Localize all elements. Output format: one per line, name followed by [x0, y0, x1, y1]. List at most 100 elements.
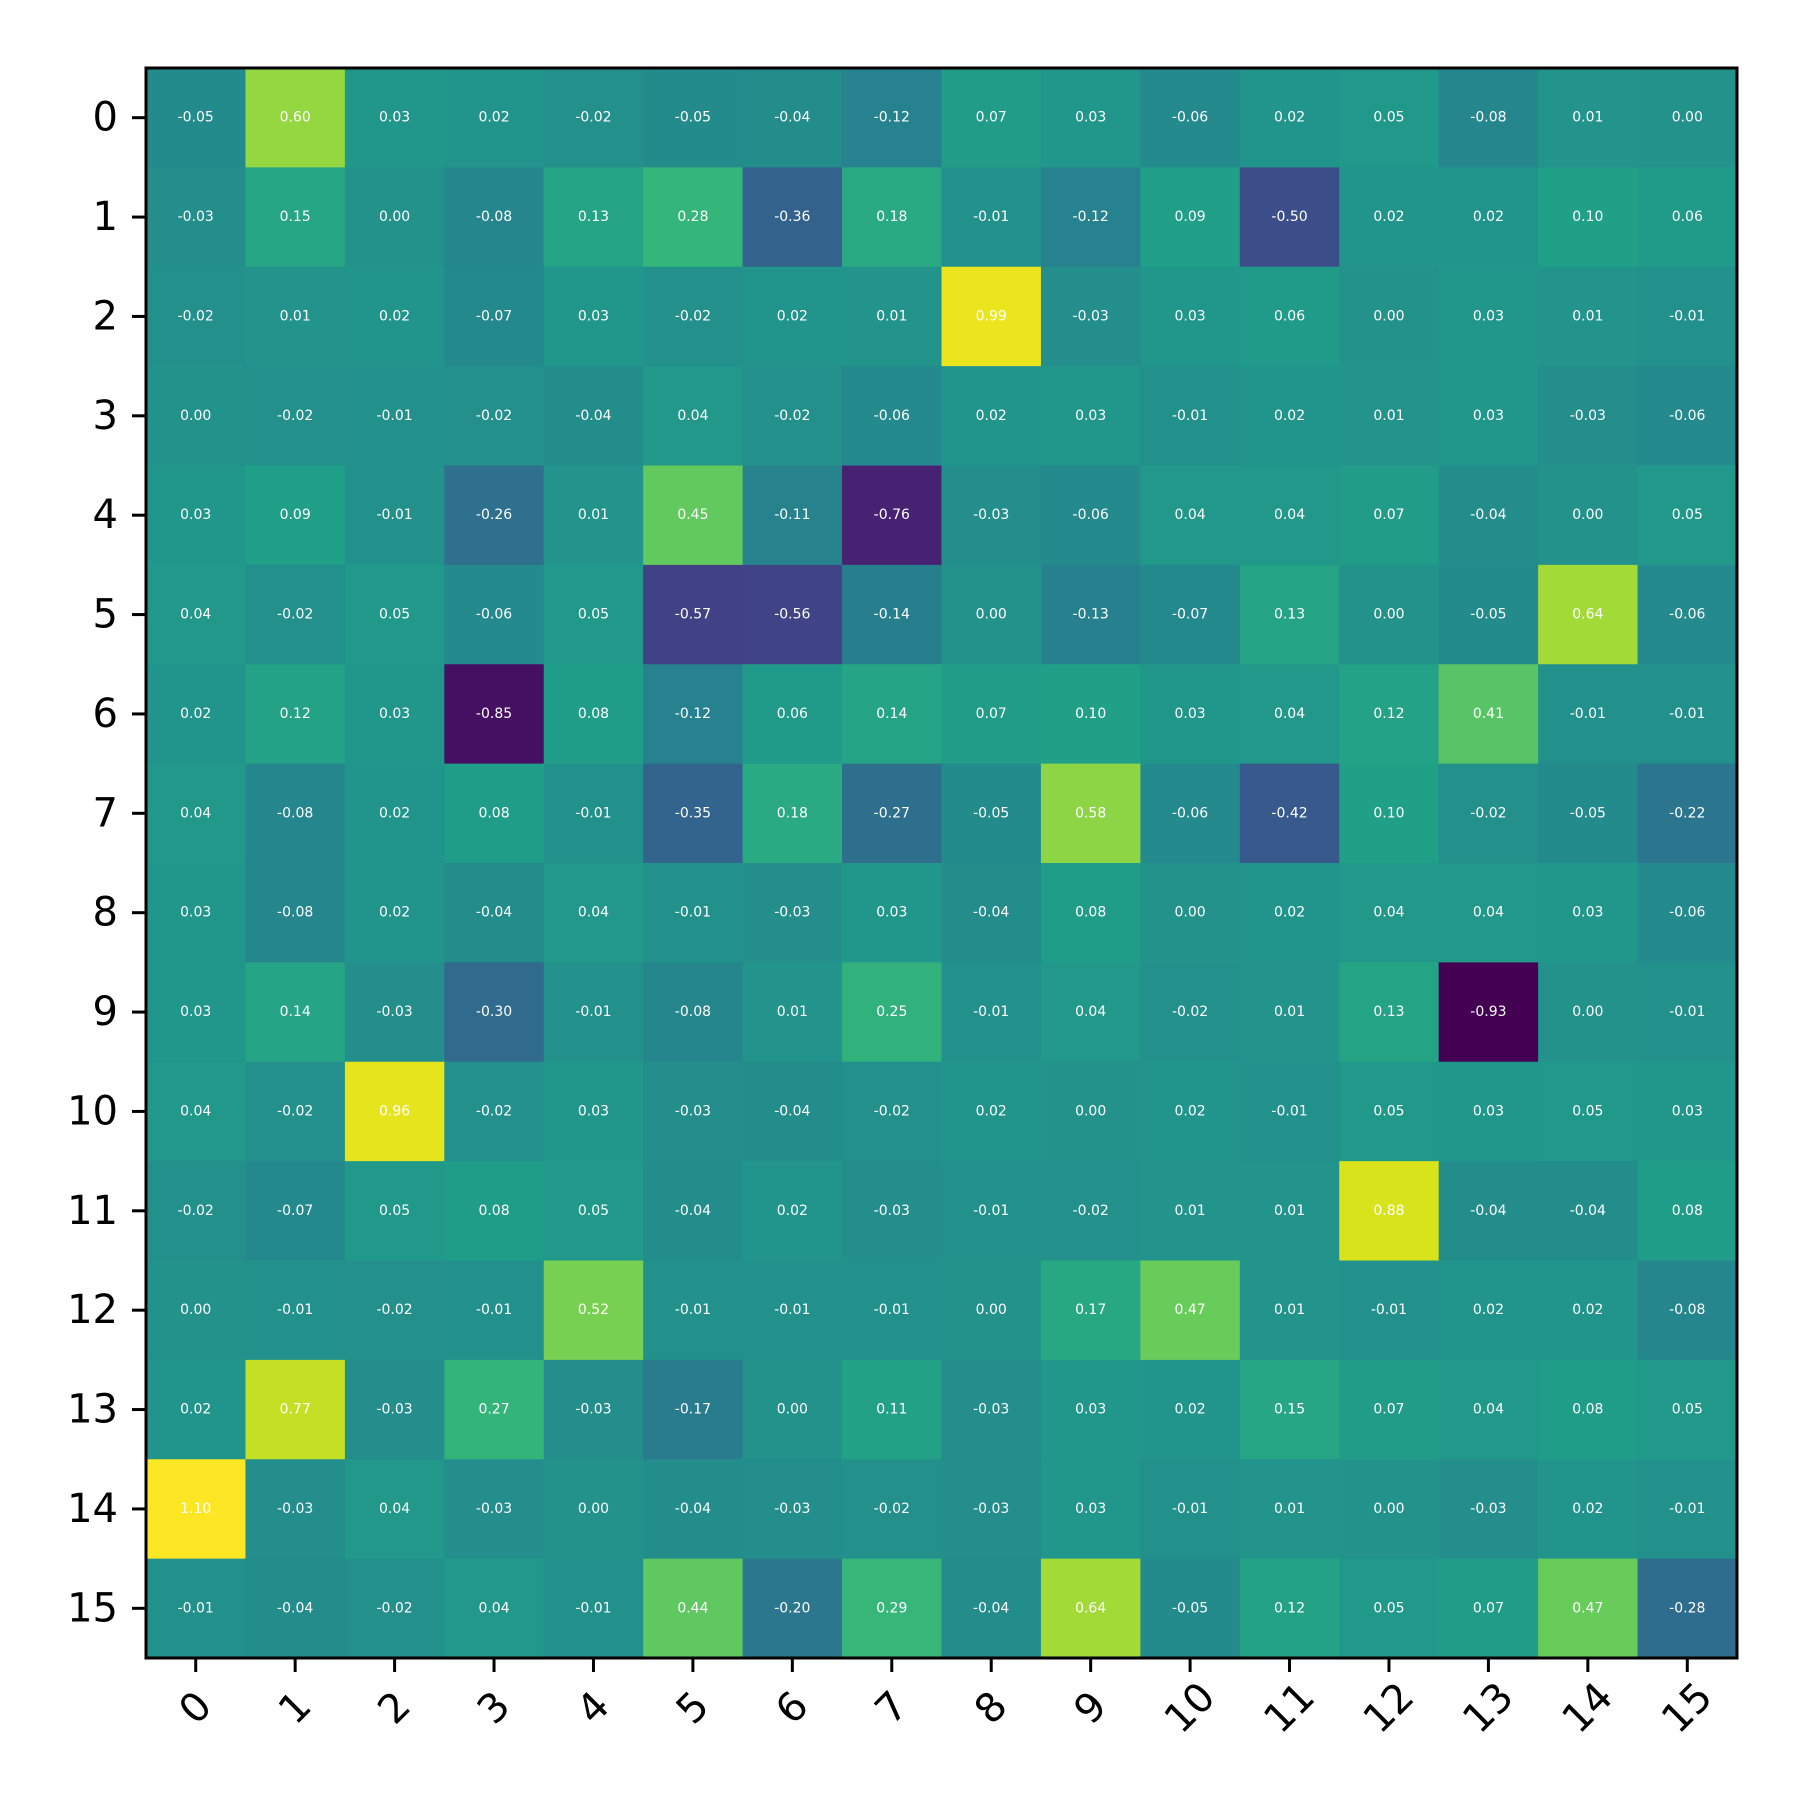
heatmap-cell-r0-c9	[1040, 68, 1141, 168]
heatmap-cell-r7-c7	[842, 763, 943, 864]
heatmap-cell-r14-c10	[1140, 1459, 1241, 1560]
heatmap-cell-r13-c0	[146, 1359, 247, 1460]
heatmap-cell-r9-c15	[1637, 962, 1738, 1063]
heatmap-cell-r12-c12	[1339, 1260, 1440, 1361]
heatmap-cell-r14-c7	[842, 1459, 943, 1560]
x-tick-label-4: 4	[568, 1683, 619, 1734]
heatmap-cell-r10-c5	[643, 1061, 744, 1162]
cell-value-label-r0-c14: 0.01	[1572, 110, 1603, 126]
cell-value-label-r13-c8: -0.03	[973, 1402, 1009, 1418]
x-tick-label-7: 7	[867, 1683, 918, 1734]
heatmap-cell-r9-c7	[842, 962, 943, 1063]
heatmap-cell-r14-c6	[742, 1459, 843, 1560]
heatmap-cell-r13-c12	[1339, 1359, 1440, 1460]
cell-value-label-r1-c15: 0.06	[1672, 209, 1703, 225]
cell-value-label-r7-c15: -0.22	[1669, 805, 1705, 821]
heatmap-cell-r14-c0	[146, 1459, 247, 1560]
heatmap-cell-r1-c14	[1538, 167, 1639, 268]
cell-value-label-r3-c8: 0.02	[976, 408, 1007, 424]
cell-value-label-r15-c13: 0.07	[1473, 1600, 1504, 1616]
heatmap-cell-r6-c9	[1040, 664, 1141, 765]
cell-value-label-r14-c15: -0.01	[1669, 1501, 1705, 1517]
cell-value-label-r6-c3: -0.85	[476, 706, 512, 722]
cell-value-label-r13-c1: 0.77	[280, 1402, 311, 1418]
cell-value-label-r0-c15: 0.00	[1672, 110, 1703, 126]
heatmap-cell-r1-c4	[543, 167, 644, 268]
cell-value-label-r4-c3: -0.26	[476, 507, 512, 523]
cell-value-label-r1-c9: -0.12	[1073, 209, 1109, 225]
heatmap-cell-r13-c3	[444, 1359, 545, 1460]
heatmap-cell-r5-c15	[1637, 564, 1738, 665]
heatmap-cell-r11-c15	[1637, 1161, 1738, 1262]
heatmap-cell-r13-c4	[543, 1359, 644, 1460]
cell-value-label-r8-c3: -0.04	[476, 905, 512, 921]
cell-value-label-r12-c2: -0.02	[376, 1302, 412, 1318]
cell-value-label-r6-c14: -0.01	[1570, 706, 1606, 722]
heatmap-cell-r13-c9	[1040, 1359, 1141, 1460]
cell-value-label-r11-c1: -0.07	[277, 1203, 313, 1219]
heatmap-cell-r5-c13	[1438, 564, 1539, 665]
heatmap-cell-r3-c1	[245, 366, 346, 467]
cell-value-label-r11-c7: -0.03	[874, 1203, 910, 1219]
heatmap-cell-r1-c2	[344, 167, 445, 268]
heatmap-cell-r5-c5	[643, 564, 744, 665]
cell-value-label-r6-c9: 0.10	[1075, 706, 1106, 722]
heatmap-cell-r4-c1	[245, 465, 346, 566]
cell-value-label-r5-c5: -0.57	[675, 607, 711, 623]
cell-value-label-r4-c5: 0.45	[677, 507, 708, 523]
cell-value-label-r13-c5: -0.17	[675, 1402, 711, 1418]
heatmap-cell-r12-c8	[941, 1260, 1042, 1361]
cell-value-label-r5-c8: 0.00	[976, 607, 1007, 623]
cell-value-label-r6-c11: 0.04	[1274, 706, 1305, 722]
cell-value-label-r1-c7: 0.18	[876, 209, 907, 225]
cell-value-label-r8-c13: 0.04	[1473, 905, 1504, 921]
cell-value-label-r2-c7: 0.01	[876, 308, 907, 324]
heatmap-cell-r11-c3	[444, 1161, 545, 1262]
cell-value-label-r6-c1: 0.12	[280, 706, 311, 722]
heatmap-cell-r3-c5	[643, 366, 744, 467]
cell-value-label-r12-c7: -0.01	[874, 1302, 910, 1318]
heatmap-cell-r4-c11	[1239, 465, 1340, 566]
cell-value-label-r9-c10: -0.02	[1172, 1004, 1208, 1020]
heatmap-cell-r4-c9	[1040, 465, 1141, 566]
heatmap-cell-r15-c2	[344, 1558, 445, 1659]
cell-value-label-r1-c8: -0.01	[973, 209, 1009, 225]
cell-value-label-r5-c14: 0.64	[1572, 607, 1603, 623]
cell-value-label-r15-c11: 0.12	[1274, 1600, 1305, 1616]
heatmap-cell-r8-c5	[643, 863, 744, 963]
heatmap-cell-r5-c7	[842, 564, 943, 665]
cell-value-label-r14-c10: -0.01	[1172, 1501, 1208, 1517]
heatmap-cell-r13-c6	[742, 1359, 843, 1460]
cell-value-label-r8-c7: 0.03	[876, 905, 907, 921]
cell-value-label-r14-c11: 0.01	[1274, 1501, 1305, 1517]
cell-value-label-r10-c4: 0.03	[578, 1103, 609, 1119]
cell-value-label-r14-c5: -0.04	[675, 1501, 711, 1517]
cell-value-label-r7-c6: 0.18	[777, 805, 808, 821]
cell-value-label-r15-c1: -0.04	[277, 1600, 313, 1616]
cell-value-label-r0-c2: 0.03	[379, 110, 410, 126]
x-tick-label-9: 9	[1065, 1683, 1116, 1734]
heatmap-cell-r0-c4	[543, 68, 644, 168]
heatmap-cell-r1-c3	[444, 167, 545, 268]
cell-value-label-r3-c14: -0.03	[1570, 408, 1606, 424]
cell-value-label-r3-c12: 0.01	[1373, 408, 1404, 424]
heatmap-cell-r6-c4	[543, 664, 644, 765]
heatmap-cell-r14-c4	[543, 1459, 644, 1560]
cell-value-label-r9-c1: 0.14	[280, 1004, 311, 1020]
heatmap-cell-r3-c12	[1339, 366, 1440, 467]
y-tick-label-15: 15	[67, 1585, 118, 1631]
heatmap-cell-r1-c9	[1040, 167, 1141, 268]
heatmap-cell-r2-c1	[245, 266, 346, 367]
cell-value-label-r13-c15: 0.05	[1672, 1402, 1703, 1418]
cell-value-label-r5-c10: -0.07	[1172, 607, 1208, 623]
cell-value-label-r3-c2: -0.01	[376, 408, 412, 424]
cell-value-label-r4-c8: -0.03	[973, 507, 1009, 523]
heatmap-cell-r0-c7	[842, 68, 943, 168]
y-tick-label-7: 7	[93, 790, 118, 836]
heatmap-cell-r8-c3	[444, 863, 545, 963]
heatmap-cell-r1-c0	[146, 167, 247, 268]
heatmap-cell-r11-c13	[1438, 1161, 1539, 1262]
cell-value-label-r1-c2: 0.00	[379, 209, 410, 225]
heatmap-cell-r7-c9	[1040, 763, 1141, 864]
heatmap-cell-r0-c10	[1140, 68, 1241, 168]
